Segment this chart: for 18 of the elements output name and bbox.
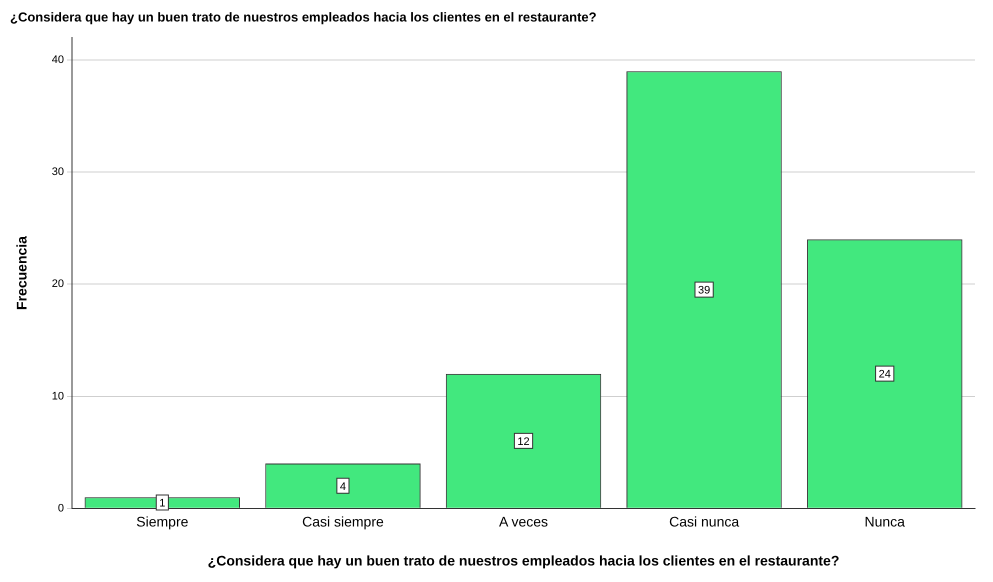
data-label: 4 <box>340 480 346 493</box>
chart-title: ¿Considera que hay un buen trato de nuestros empleados hacia los clientes en el restaurante? <box>10 9 597 24</box>
y-tick-label: 40 <box>52 54 64 66</box>
y-axis-title: Frecuencia <box>13 236 30 310</box>
y-tick-label: 30 <box>52 166 64 178</box>
x-tick-label: A veces <box>499 514 548 530</box>
x-tick-label: Casi nunca <box>669 514 740 530</box>
x-tick-label: Nunca <box>864 514 906 530</box>
y-tick-label: 20 <box>52 278 64 290</box>
data-label: 1 <box>159 498 166 510</box>
x-tick-label: Casi siempre <box>302 514 384 530</box>
x-axis-title: ¿Considera que hay un buen trato de nuestros empleados hacia los clientes en el restaurante? <box>208 552 840 568</box>
x-tick-label: Siempre <box>136 514 189 530</box>
y-tick-label: 0 <box>58 502 64 514</box>
data-label: 24 <box>878 368 891 381</box>
data-label: 12 <box>517 436 530 448</box>
y-tick-label: 10 <box>52 390 64 402</box>
data-label: 39 <box>698 284 710 297</box>
